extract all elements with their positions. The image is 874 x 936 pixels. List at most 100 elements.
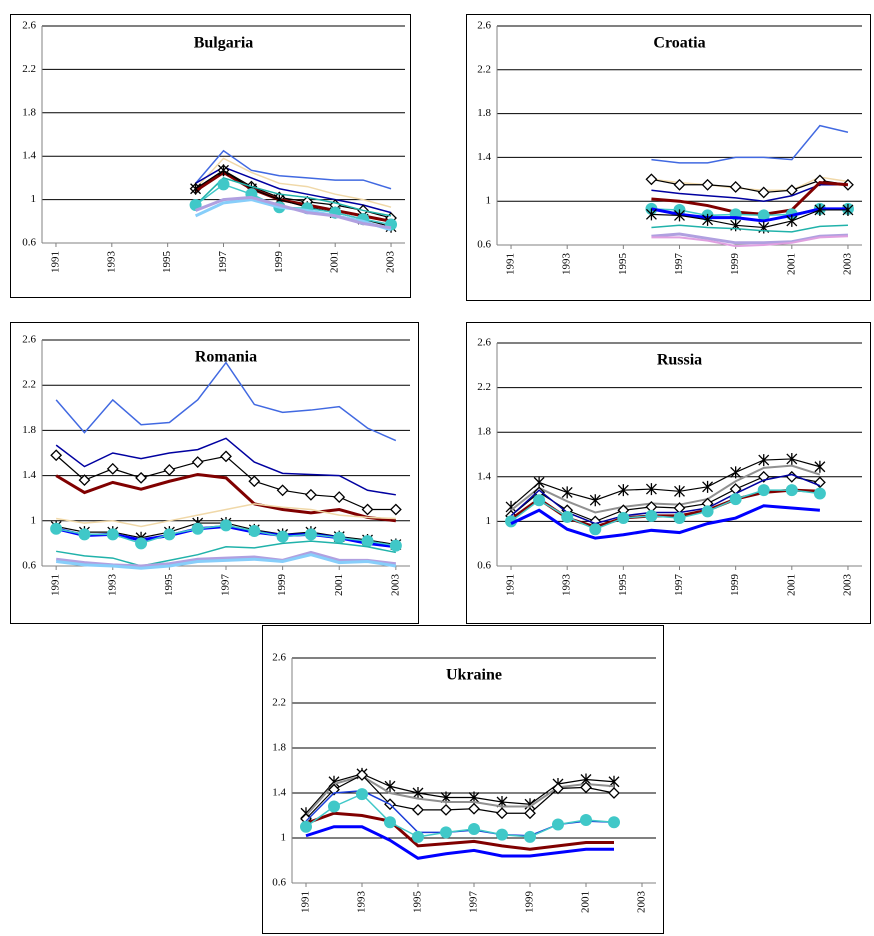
x-tick-label: 1991 [49,251,61,273]
y-tick-label: 1.4 [477,470,491,482]
x-tick-label: 1995 [163,574,175,597]
y-tick-label: 1.4 [22,469,36,481]
circle-marker [300,820,312,833]
star-marker [814,203,826,216]
series-line [651,207,848,223]
x-tick-label: 1999 [276,574,288,597]
series-line [305,825,614,860]
circle-marker [757,484,770,497]
diamond-marker [412,803,424,816]
circle-marker [552,818,564,831]
chart-title: Romania [195,349,257,366]
star-marker [645,208,657,221]
x-tick-label: 2003 [841,574,853,597]
series-line [195,195,392,230]
circle-marker [389,539,402,552]
series-line [195,166,392,214]
series-line [195,177,392,217]
x-tick-label: 2003 [636,891,648,914]
x-tick-label: 2001 [785,253,797,275]
diamond-marker [440,803,452,816]
y-tick-label: 1 [31,193,37,205]
star-marker [218,164,229,177]
series-line [651,224,848,233]
diamond-marker [361,503,374,516]
x-tick-label: 1993 [106,574,118,597]
diamond-marker [673,178,686,191]
circle-marker [468,823,480,835]
x-tick-label: 2001 [333,574,345,596]
series-line [305,811,614,851]
x-tick-label: 1991 [50,574,62,596]
star-marker [384,780,396,793]
y-tick-label: 0.6 [477,239,491,251]
y-tick-label: 2.2 [272,697,286,709]
x-tick-label: 2003 [389,574,401,597]
circle-marker [248,524,261,537]
series-line [195,157,392,208]
y-tick-label: 1.4 [22,150,36,162]
circle-marker [217,178,230,191]
y-tick-label: 1 [281,832,287,844]
circle-marker [645,509,658,522]
circle-marker [701,505,714,518]
series-line [195,149,392,190]
x-tick-label: 1999 [524,891,536,914]
panel-frame [466,322,871,624]
x-tick-label: 1991 [505,574,517,596]
x-tick-label: 2001 [329,251,341,273]
star-marker [786,214,798,227]
panel: 0.6 1 1.4 1.8 2.2 2.6 1991 1993 1995 1997 1999 2001… [262,625,664,934]
diamond-marker [645,173,658,186]
diamond-marker [78,474,91,487]
star-marker [730,466,742,479]
panel: 0.6 1 1.4 1.8 2.2 2.6 1991 1993 1995 1997 1999 2001… [10,14,411,298]
star-marker [589,494,601,507]
y-tick-label: 2.6 [22,334,36,346]
diamond-marker [496,807,508,820]
star-marker [758,454,770,467]
diamond-marker [305,488,317,501]
x-tick-label: 1993 [356,891,368,914]
series-line [510,464,821,514]
circle-marker [384,816,396,829]
circle-marker [533,494,546,507]
x-tick-label: 1997 [220,574,232,597]
star-marker [814,460,826,473]
star-marker [645,483,657,496]
series-line [510,458,821,508]
star-marker [786,452,798,465]
x-tick-label: 2001 [785,574,797,596]
series-line [55,553,397,570]
y-tick-label: 0.6 [477,560,491,572]
series-line [510,473,821,525]
x-tick-label: 1995 [617,574,629,597]
diamond-marker [389,503,402,516]
y-tick-label: 2.6 [477,20,491,32]
diamond-marker [106,462,119,475]
x-tick-label: 1999 [273,251,285,274]
series-line [55,472,397,523]
chart-title: Croatia [653,35,705,52]
x-tick-label: 1997 [673,253,685,276]
x-tick-label: 1991 [300,891,312,913]
circle-marker [50,522,63,535]
x-tick-label: 1991 [505,253,517,275]
circle-marker [333,531,346,544]
series-line [651,235,849,248]
y-tick-label: 0.6 [272,877,286,889]
star-marker [674,485,685,498]
circle-marker [757,209,770,222]
star-marker [702,480,714,493]
x-tick-label: 1997 [468,891,480,914]
y-tick-label: 1 [486,195,492,207]
series-line [510,504,821,540]
star-marker [674,209,685,222]
x-tick-label: 1999 [729,253,741,276]
diamond-marker [701,178,714,191]
circle-marker [813,487,826,500]
series-line [651,232,849,245]
x-tick-label: 1997 [217,251,229,274]
diamond-marker [135,471,147,484]
